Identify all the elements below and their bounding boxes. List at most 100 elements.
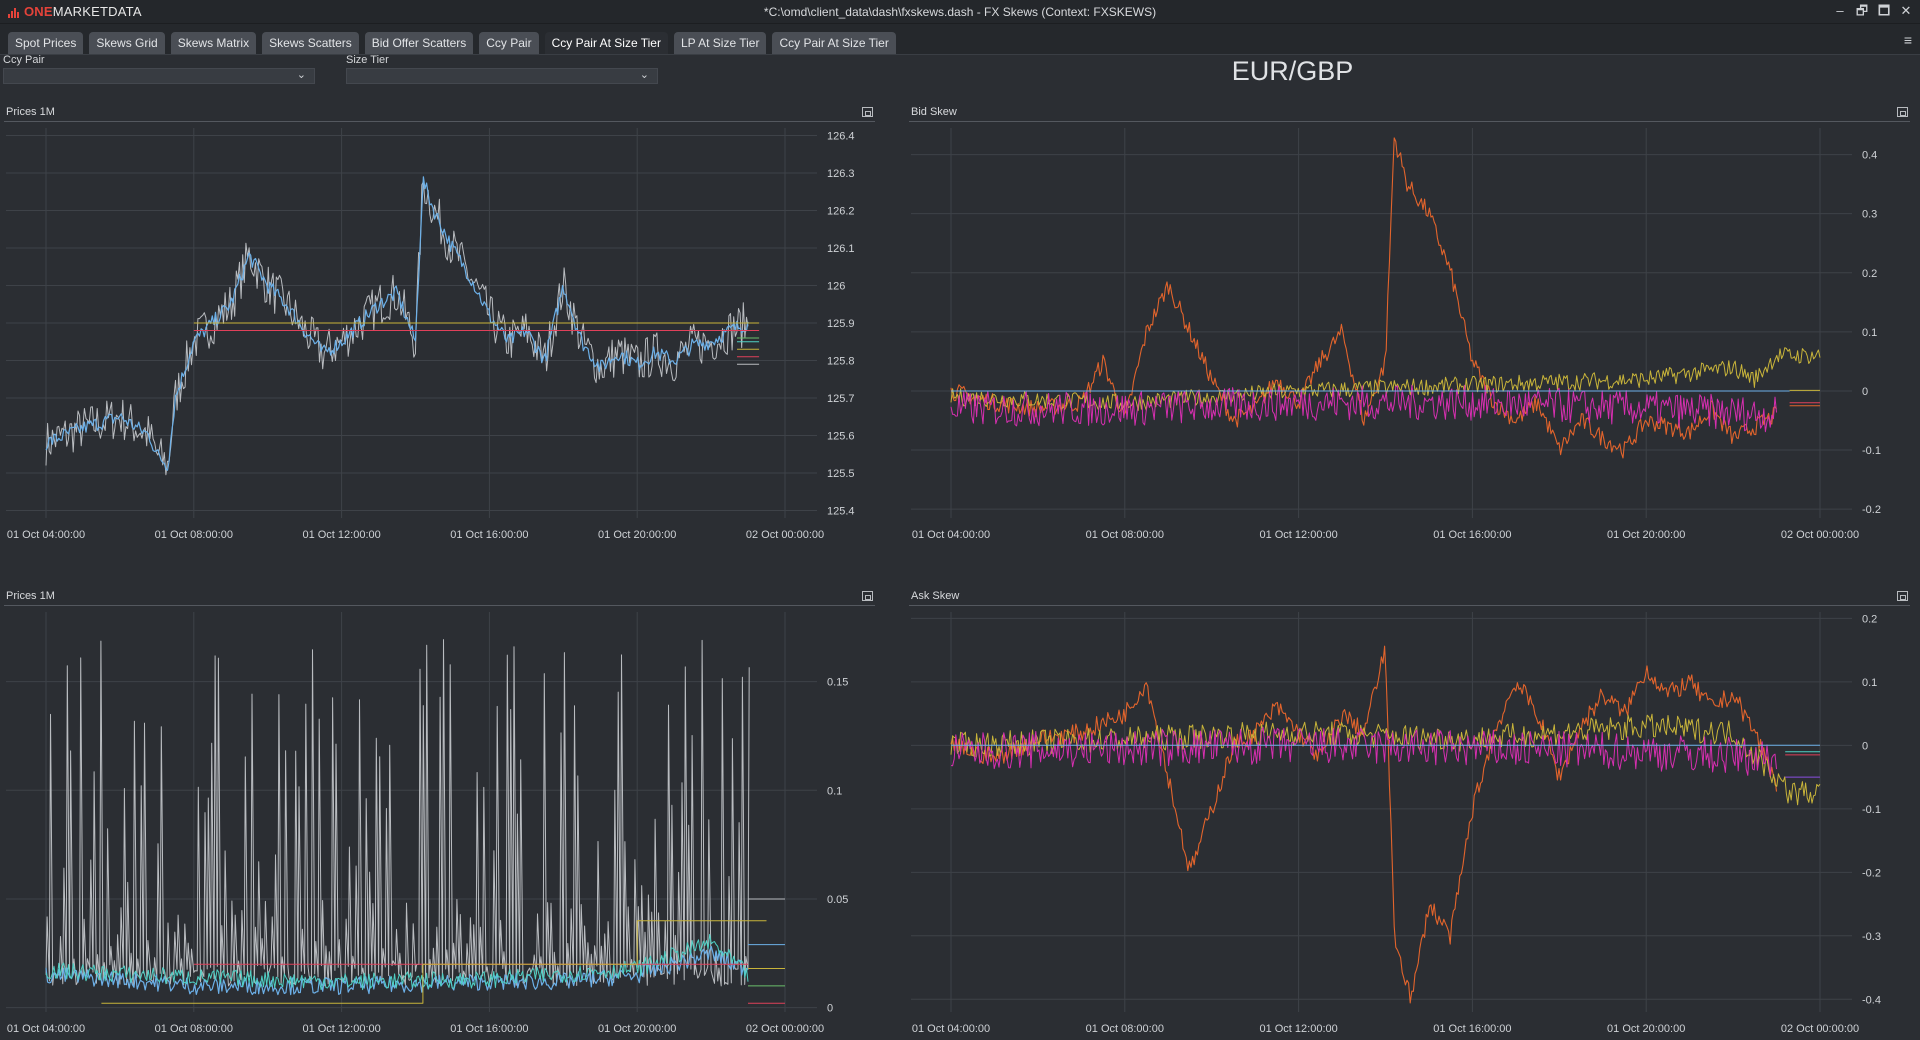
- x-tick-label: 01 Oct 12:00:00: [1259, 1023, 1337, 1035]
- x-tick-label: 01 Oct 16:00:00: [450, 529, 528, 541]
- x-tick-label: 01 Oct 20:00:00: [1607, 529, 1685, 541]
- x-tick-label: 02 Oct 00:00:00: [1781, 529, 1859, 541]
- prices-top-chart: 01 Oct 04:00:00 01 Oct 08:00:00 01 Oct 12:…: [6, 128, 855, 541]
- series-layer: [950, 137, 1821, 459]
- x-tick-label: 02 Oct 00:00:00: [746, 529, 824, 541]
- series-line-orange: [950, 645, 1778, 1004]
- bid-skew-chart: 01 Oct 04:00:00 01 Oct 08:00:00 01 Oct 12:…: [911, 128, 1881, 541]
- y-tick-label: 0.1: [1862, 327, 1877, 339]
- y-tick-label: 0.05: [827, 894, 848, 906]
- ccy-pair-label: Ccy Pair: [3, 54, 45, 66]
- y-tick-label: 0.4: [1862, 150, 1877, 162]
- y-tick-label: -0.1: [1862, 445, 1881, 457]
- y-tick-label: 0: [1862, 386, 1868, 398]
- close-icon[interactable]: ✕: [1900, 3, 1912, 18]
- logo-brand: ONE: [24, 4, 53, 19]
- x-tick-label: 01 Oct 12:00:00: [302, 529, 380, 541]
- grid: [911, 612, 1852, 1012]
- minimize-icon[interactable]: –: [1836, 3, 1844, 18]
- y-tick-label: 0.1: [1862, 677, 1877, 689]
- series-line-blue: [45, 176, 749, 471]
- maximize-panel-icon[interactable]: [1897, 107, 1908, 117]
- chevron-down-icon: ⌄: [639, 69, 649, 81]
- y-tick-label: 0.2: [1862, 268, 1877, 280]
- x-tick-label: 01 Oct 20:00:00: [598, 1023, 676, 1035]
- y-tick-label: 125.5: [827, 468, 855, 480]
- y-tick-label: 0.2: [1862, 613, 1877, 625]
- prices-top-panel: Prices 1M 01 Oct 04:00:00 01 Oct 08:00:00…: [0, 106, 885, 546]
- y-tick-label: -0.2: [1862, 504, 1881, 516]
- y-tick-label: 0.15: [827, 677, 848, 689]
- y-tick-label: -0.4: [1862, 994, 1881, 1006]
- y-tick-label: 125.4: [827, 506, 855, 518]
- size-tier-label: Size Tier: [346, 54, 389, 66]
- x-tick-label: 01 Oct 16:00:00: [1433, 529, 1511, 541]
- title-bar: ONE MARKETDATA *C:\omd\client_data\dash\f…: [0, 0, 1920, 24]
- size-tier-selector: Size Tier ⌄: [346, 54, 658, 84]
- maximize-panel-icon[interactable]: [1897, 591, 1908, 601]
- y-tick-label: 125.9: [827, 318, 855, 330]
- x-tick-label: 01 Oct 04:00:00: [7, 529, 85, 541]
- tab-ccy-pair[interactable]: Ccy Pair: [479, 32, 539, 54]
- tab-spot-prices[interactable]: Spot Prices: [8, 32, 84, 54]
- y-tick-label: 125.6: [827, 431, 855, 443]
- maximize-icon[interactable]: 🗖: [1877, 3, 1891, 18]
- ask-skew-panel: Ask Skew 01 Oct 04:00:00 01 Oct 08:00:00 0…: [905, 590, 1920, 1040]
- ccy-pair-selector: Ccy Pair ⌄: [3, 54, 315, 84]
- series-line-magenta: [950, 726, 1777, 777]
- ask-skew-chart: 01 Oct 04:00:00 01 Oct 08:00:00 01 Oct 12:…: [911, 612, 1881, 1035]
- maximize-panel-icon[interactable]: [862, 107, 873, 117]
- series-line-yellow: [101, 920, 767, 1004]
- x-tick-label: 02 Oct 00:00:00: [1781, 1023, 1859, 1035]
- series-layer: [45, 176, 760, 476]
- tab-lp-at-size-tier[interactable]: LP At Size Tier: [673, 32, 767, 54]
- y-tick-label: 125.7: [827, 393, 855, 405]
- tab-ccy-pair-at-size-tier[interactable]: Ccy Pair At Size Tier: [544, 32, 668, 54]
- x-tick-label: 01 Oct 20:00:00: [598, 529, 676, 541]
- y-tick-label: -0.3: [1862, 931, 1881, 943]
- x-tick-label: 01 Oct 20:00:00: [1607, 1023, 1685, 1035]
- pair-title: EUR/GBP: [1231, 56, 1354, 86]
- chevron-down-icon: ⌄: [296, 69, 306, 81]
- series-line-yellow: [950, 347, 1821, 411]
- tab-skews-matrix[interactable]: Skews Matrix: [170, 32, 257, 54]
- tab-skews-grid[interactable]: Skews Grid: [89, 32, 165, 54]
- size-tier-dropdown[interactable]: ⌄: [346, 68, 658, 84]
- panel-title: Ask Skew: [911, 590, 960, 602]
- y-tick-label: 126.1: [827, 243, 855, 255]
- x-tick-label: 01 Oct 04:00:00: [7, 1023, 85, 1035]
- x-tick-label: 01 Oct 08:00:00: [1086, 529, 1164, 541]
- ccy-pair-dropdown[interactable]: ⌄: [3, 68, 315, 84]
- y-tick-label: 126.2: [827, 206, 855, 218]
- series-line-grey: [45, 639, 750, 987]
- series-layer: [45, 639, 785, 1004]
- x-tick-label: 01 Oct 16:00:00: [1433, 1023, 1511, 1035]
- y-tick-label: 126.3: [827, 168, 855, 180]
- y-tick-label: 0.3: [1862, 209, 1877, 221]
- tab-skews-scatters[interactable]: Skews Scatters: [262, 32, 359, 54]
- prices-bottom-chart: 01 Oct 04:00:00 01 Oct 08:00:00 01 Oct 12:…: [6, 612, 848, 1035]
- tab-bid-offer-scatters[interactable]: Bid Offer Scatters: [364, 32, 474, 54]
- prices-bottom-panel: Prices 1M 01 Oct 04:00:00 01 Oct 08:00:00…: [0, 590, 885, 1040]
- y-tick-label: 126: [827, 281, 845, 293]
- x-tick-label: 01 Oct 16:00:00: [450, 1023, 528, 1035]
- y-tick-label: 0.1: [827, 785, 842, 797]
- tab-ccy-pair-at-size-tier-2[interactable]: Ccy Pair At Size Tier: [772, 32, 896, 54]
- series-line-grey: [45, 181, 749, 476]
- window-title: *C:\omd\client_data\dash\fxskews.dash - …: [763, 5, 1157, 19]
- app-logo: ONE MARKETDATA: [8, 4, 142, 19]
- maximize-panel-icon[interactable]: [862, 591, 873, 601]
- series-line-orange: [950, 137, 1777, 459]
- panel-title: Bid Skew: [911, 106, 957, 118]
- series-line-cyan: [45, 933, 749, 991]
- tab-bar: Spot Prices Skews Grid Skews Matrix Skew…: [0, 24, 1920, 55]
- x-tick-label: 01 Oct 04:00:00: [912, 529, 990, 541]
- hamburger-menu-icon[interactable]: ≡: [1903, 32, 1912, 48]
- bid-skew-panel: Bid Skew 01 Oct 04:00:00 01 Oct 08:00:00 0…: [905, 106, 1920, 546]
- y-tick-label: -0.1: [1862, 804, 1881, 816]
- grid: [911, 128, 1852, 518]
- restore-icon[interactable]: 🗗: [1855, 3, 1869, 18]
- panel-title: Prices 1M: [6, 106, 55, 118]
- x-tick-label: 01 Oct 08:00:00: [155, 1023, 233, 1035]
- series-line-magenta: [950, 384, 1777, 433]
